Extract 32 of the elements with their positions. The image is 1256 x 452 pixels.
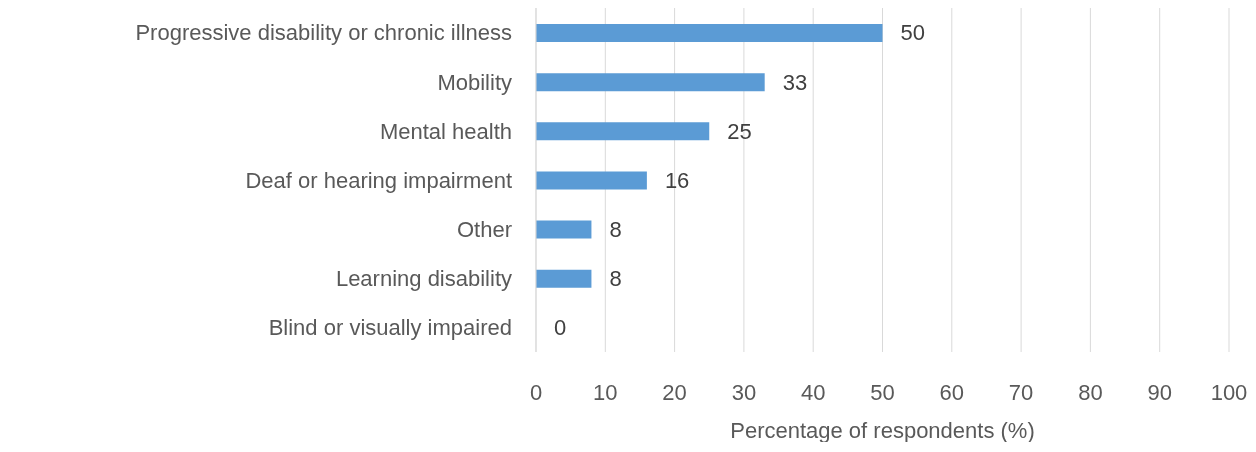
x-tick-label: 0	[529, 379, 543, 405]
bar	[536, 171, 647, 190]
bar	[536, 269, 592, 288]
x-tick-label: 50	[870, 379, 895, 405]
data-label: 50	[900, 20, 925, 46]
data-label: 25	[727, 118, 752, 144]
y-tick-label: Deaf or hearing impairment	[245, 167, 512, 193]
data-label: 8	[609, 216, 622, 242]
x-tick-label: 20	[662, 379, 687, 405]
x-tick-label: 40	[800, 379, 826, 405]
data-label: 33	[782, 69, 808, 95]
bar	[536, 122, 710, 141]
data-label: 0	[554, 315, 567, 341]
x-axis-title: Percentage of respondents (%)	[730, 418, 1035, 443]
bar	[536, 73, 765, 92]
bar	[536, 24, 883, 42]
y-tick-label: Blind or visually impaired	[268, 315, 512, 341]
x-tick-label: 70	[1008, 379, 1034, 405]
y-tick-label: Learning disability	[335, 266, 512, 292]
y-tick-label: Other	[456, 216, 512, 242]
x-tick-label: 90	[1147, 379, 1172, 405]
y-tick-label: Mental health	[379, 118, 512, 144]
x-tick-label: 30	[731, 379, 757, 405]
data-label: 8	[609, 266, 622, 292]
y-tick-label: Progressive disability or chronic illness	[135, 20, 512, 46]
bar	[536, 220, 592, 239]
x-tick-label: 10	[593, 379, 618, 405]
x-tick-label: 100	[1210, 379, 1248, 405]
data-label: 16	[664, 167, 690, 193]
x-tick-label: 60	[939, 379, 965, 405]
y-tick-label: Mobility	[437, 69, 512, 95]
x-tick-label: 80	[1078, 379, 1103, 405]
